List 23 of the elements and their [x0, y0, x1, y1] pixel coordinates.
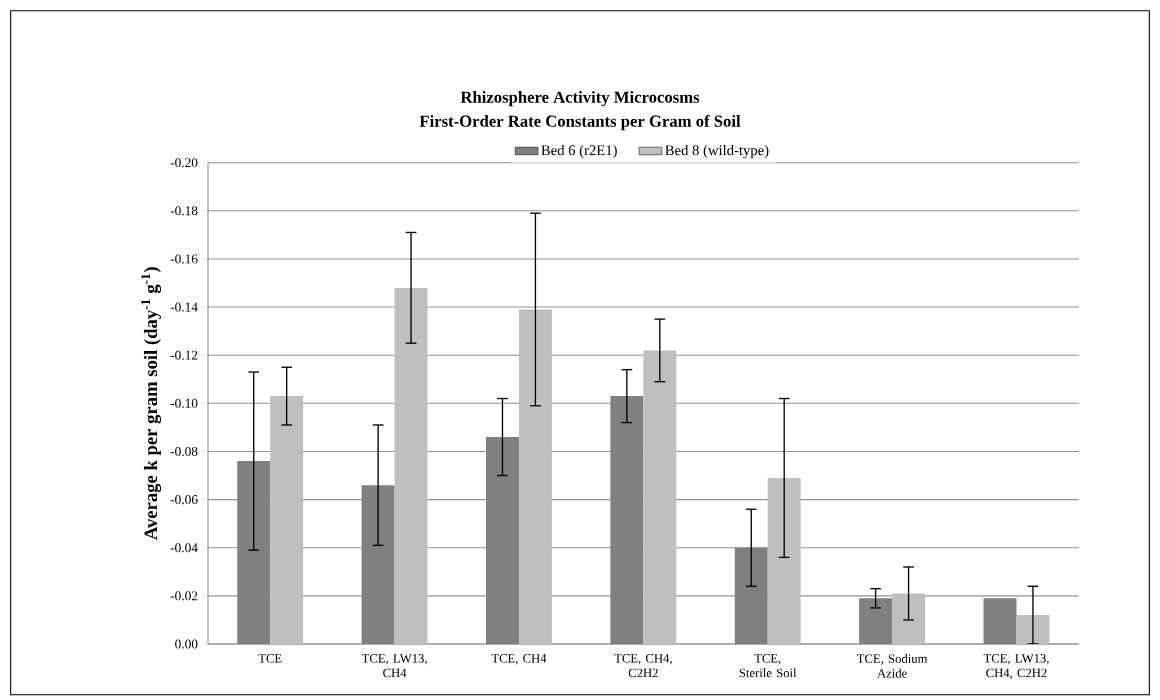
y-tick-label: -0.12 — [170, 350, 198, 360]
y-tick-label: 0.00 — [175, 639, 198, 649]
x-tick-label: TCE, Sterile Soil — [739, 654, 797, 678]
y-tick-label: -0.16 — [170, 254, 198, 264]
y-tick-label: -0.10 — [170, 398, 198, 408]
y-tick-label: -0.18 — [170, 206, 198, 216]
legend-label: Bed 6 (r2E1) — [541, 144, 617, 159]
legend-label: Bed 8 (wild-type) — [665, 144, 769, 159]
y-tick-label: -0.20 — [170, 158, 198, 168]
y-tick-label: -0.08 — [170, 446, 198, 456]
x-tick-label: TCE — [258, 654, 282, 663]
y-tick-label: -0.06 — [170, 495, 198, 505]
chart-subtitle: First-Order Rate Constants per Gram of Soil — [419, 114, 741, 131]
x-tick-label: TCE, LW13, CH4 — [361, 654, 427, 678]
x-tick-label: TCE, LW13, CH4, C2H2 — [983, 654, 1049, 680]
y-tick-label: -0.14 — [170, 302, 198, 312]
x-tick-label: TCE, Sodium Azide — [856, 654, 928, 678]
y-tick-label: -0.04 — [170, 543, 198, 553]
x-tick-label: TCE, CH4 — [491, 654, 547, 665]
y-axis-title: Average k per gram soil (day$^{-1}$ g$^{-1}$) — [141, 267, 162, 540]
x-tick-label: TCE, CH4, C2H2 — [614, 654, 672, 678]
y-tick-label: -0.02 — [170, 591, 198, 601]
chart-title: Rhizosphere Activity Microcosms — [460, 91, 700, 107]
